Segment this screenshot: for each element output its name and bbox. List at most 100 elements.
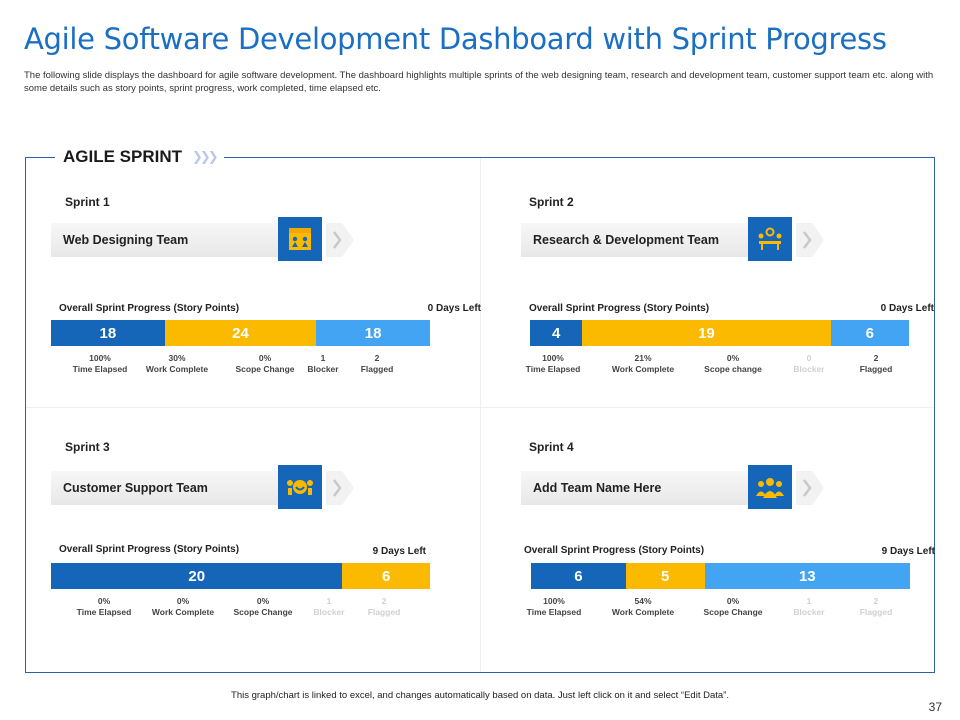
metric-value: 30% bbox=[168, 353, 186, 363]
page-subtitle: The following slide displays the dashboa… bbox=[24, 70, 934, 94]
metric-label: Scope Change bbox=[703, 607, 763, 617]
metric-work-complete: 0% Work Complete bbox=[152, 596, 214, 618]
metric-time-elapsed: 100% Time Elapsed bbox=[526, 353, 581, 375]
metric-value: 2 bbox=[374, 353, 380, 363]
progress-segment: 6 bbox=[531, 563, 626, 589]
page-number: 37 bbox=[928, 700, 942, 714]
progress-segment: 19 bbox=[582, 320, 831, 346]
metric-label: Time Elapsed bbox=[72, 364, 128, 374]
metric-value: 0% bbox=[97, 596, 111, 606]
chevrons-icon: ❯❯❯ bbox=[192, 149, 219, 165]
days-left: 9 Days Left bbox=[372, 546, 426, 557]
metric-time-elapsed: 0% Time Elapsed bbox=[77, 596, 132, 618]
metric-label: Scope Change bbox=[235, 364, 295, 374]
metric-flagged: 2 Flagged bbox=[368, 596, 401, 618]
metric-value: 2 bbox=[873, 596, 879, 606]
metric-flagged: 2 Flagged bbox=[860, 596, 893, 618]
metric-value: 0% bbox=[256, 596, 270, 606]
sprint-label: Sprint 3 bbox=[65, 440, 110, 454]
metric-label: Flagged bbox=[360, 364, 394, 374]
metric-scope-change: 0% Scope Change bbox=[703, 596, 762, 618]
agile-sprint-panel bbox=[25, 157, 935, 673]
team-group-icon bbox=[748, 465, 792, 509]
team-bar[interactable]: Research & Development Team bbox=[521, 223, 791, 257]
team-name: Research & Development Team bbox=[533, 233, 719, 247]
metric-label: Flagged bbox=[367, 607, 401, 617]
sprint-card-3: Sprint 3 Customer Support Team Overall S… bbox=[51, 440, 451, 660]
progress-segment: 13 bbox=[704, 563, 910, 589]
metric-scope-change: 0% Scope Change bbox=[233, 596, 292, 618]
team-arrow-icon bbox=[796, 471, 824, 505]
metric-label: Work Complete bbox=[611, 607, 675, 617]
metric-value: 100% bbox=[543, 596, 565, 606]
panel-title: AGILE SPRINT ❯❯❯ bbox=[55, 145, 224, 169]
progress-segment: 6 bbox=[830, 320, 909, 346]
sprint-progress-bar: 18 24 18 bbox=[51, 320, 430, 346]
progress-segment: 5 bbox=[625, 563, 705, 589]
metric-label: Work Complete bbox=[145, 364, 209, 374]
metric-label: Time Elapsed bbox=[526, 607, 582, 617]
days-left: 0 Days Left bbox=[880, 303, 934, 314]
sprint-label: Sprint 2 bbox=[529, 195, 574, 209]
days-left: 0 Days Left bbox=[427, 303, 481, 314]
metric-value: 1 bbox=[806, 596, 812, 606]
team-bar[interactable]: Add Team Name Here bbox=[521, 471, 791, 505]
progress-label: Overall Sprint Progress (Story Points) bbox=[524, 545, 705, 556]
metric-label: Blocker bbox=[793, 607, 825, 617]
metric-blocker: 1 Blocker bbox=[793, 596, 824, 618]
sprint-progress-bar: 6 5 13 bbox=[531, 563, 910, 589]
web-design-icon bbox=[278, 217, 322, 261]
metric-value: 0% bbox=[726, 353, 740, 363]
progress-label: Overall Sprint Progress (Story Points) bbox=[59, 303, 240, 314]
metric-blocker: 1 Blocker bbox=[307, 353, 338, 375]
metric-time-elapsed: 100% Time Elapsed bbox=[73, 353, 128, 375]
metric-label: Time Elapsed bbox=[525, 364, 581, 374]
metric-flagged: 2 Flagged bbox=[361, 353, 394, 375]
metric-blocker: 0 Blocker bbox=[793, 353, 824, 375]
metric-flagged: 2 Flagged bbox=[860, 353, 893, 375]
metric-label: Flagged bbox=[859, 607, 893, 617]
sprint-card-2: Sprint 2 Research & Development Team Ove… bbox=[521, 195, 934, 415]
metric-value: 100% bbox=[89, 353, 111, 363]
progress-segment: 4 bbox=[530, 320, 583, 346]
metric-label: Blocker bbox=[793, 364, 825, 374]
sprint-card-4: Sprint 4 Add Team Name Here Overall Spri… bbox=[521, 440, 935, 660]
sprint-card-1: Sprint 1 Web Designing Team Overall Spri… bbox=[51, 195, 481, 415]
metric-time-elapsed: 100% Time Elapsed bbox=[527, 596, 582, 618]
metric-scope-change: 0% Scope change bbox=[704, 353, 762, 375]
panel-divider-horizontal bbox=[26, 407, 934, 408]
metric-label: Scope change bbox=[704, 364, 762, 374]
metric-label: Time Elapsed bbox=[76, 607, 132, 617]
team-arrow-icon bbox=[796, 223, 824, 257]
team-name: Web Designing Team bbox=[63, 233, 189, 247]
sprint-progress-bar: 20 6 bbox=[51, 563, 430, 589]
panel-title-text: AGILE SPRINT bbox=[63, 147, 183, 166]
progress-segment: 6 bbox=[342, 563, 430, 589]
metric-label: Work Complete bbox=[151, 607, 215, 617]
panel-divider-vertical bbox=[480, 158, 481, 672]
progress-segment: 18 bbox=[51, 320, 165, 346]
metric-value: 0 bbox=[806, 353, 812, 363]
sprint-label: Sprint 1 bbox=[65, 195, 110, 209]
metric-label: Flagged bbox=[859, 364, 893, 374]
metric-value: 0% bbox=[176, 596, 190, 606]
team-arrow-icon bbox=[326, 471, 354, 505]
metric-work-complete: 54% Work Complete bbox=[612, 596, 674, 618]
progress-label: Overall Sprint Progress (Story Points) bbox=[529, 303, 710, 314]
metric-work-complete: 21% Work Complete bbox=[612, 353, 674, 375]
progress-label: Overall Sprint Progress (Story Points) bbox=[59, 544, 240, 555]
metric-label: Blocker bbox=[307, 364, 339, 374]
sprint-progress-bar: 4 19 6 bbox=[530, 320, 909, 346]
team-bar[interactable]: Web Designing Team bbox=[51, 223, 321, 257]
days-left: 9 Days Left bbox=[881, 546, 935, 557]
team-bar[interactable]: Customer Support Team bbox=[51, 471, 321, 505]
footer-note: This graph/chart is linked to excel, and… bbox=[231, 690, 729, 701]
metric-value: 2 bbox=[873, 353, 879, 363]
metric-label: Blocker bbox=[313, 607, 345, 617]
page-title: Agile Software Development Dashboard wit… bbox=[24, 22, 887, 56]
metric-value: 0% bbox=[726, 596, 740, 606]
metric-value: 1 bbox=[326, 596, 332, 606]
metric-scope-change: 0% Scope Change bbox=[235, 353, 294, 375]
progress-segment: 24 bbox=[164, 320, 317, 346]
metric-value: 21% bbox=[634, 353, 652, 363]
